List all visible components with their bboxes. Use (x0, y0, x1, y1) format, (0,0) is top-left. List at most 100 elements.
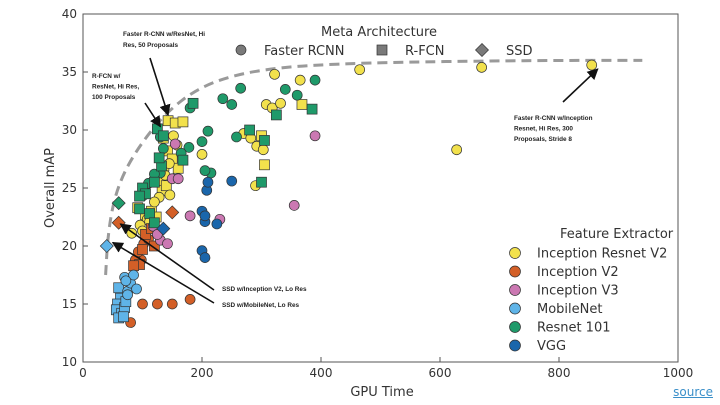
data-point-4-30 (149, 176, 160, 188)
data-point-1-2 (184, 294, 196, 305)
data-point-4-3 (279, 84, 291, 95)
data-point-3-15 (131, 283, 142, 295)
y-tick-label-4: 30 (62, 123, 77, 137)
data-point-4-5 (235, 82, 247, 94)
data-point-0-1 (476, 62, 487, 73)
data-point-4-9 (196, 136, 208, 147)
feature-legend-title: Feature Extractor (560, 227, 674, 242)
data-point-3-13 (128, 269, 139, 281)
data-point-2-6 (172, 173, 184, 185)
feature-legend-label-1: Inception V2 (537, 265, 619, 280)
meta-legend-title: Meta Architecture (321, 25, 437, 40)
x-tick-label-3: 600 (429, 366, 452, 380)
data-point-1-5 (137, 298, 148, 310)
x-tick-label-0: 0 (79, 366, 87, 380)
data-point-4-10 (231, 131, 242, 143)
feature-legend-label-5: VGG (537, 339, 566, 354)
data-point-5-2 (202, 176, 214, 188)
y-axis-label: Overall mAP (43, 148, 58, 228)
data-point-0-4 (269, 68, 280, 80)
data-point-0-16 (259, 159, 270, 171)
data-point-1-3 (166, 298, 178, 310)
annotation-3-line-0: SSD w/Inception V2, Lo Res (222, 286, 307, 293)
data-point-4-37 (177, 154, 189, 166)
annotation-4-line-0: SSD w/MobileNet, Lo Res (222, 302, 299, 309)
data-point-4-26 (187, 97, 199, 109)
annotation-1-line-1: ResNet, Hi Res, (92, 84, 139, 91)
data-point-4-1 (309, 74, 321, 86)
annotation-2: Faster R-CNN w/Inception Resnet, Hi Res, … (514, 115, 593, 143)
feature-legend-marker-0 (509, 247, 521, 259)
meta-legend-marker-1 (376, 44, 388, 56)
feature-legend-marker-1 (509, 265, 521, 278)
feature-legend-marker-5 (509, 339, 521, 352)
data-point-0-20 (177, 116, 189, 128)
data-point-3-0 (99, 239, 114, 253)
x-tick-label-2: 400 (310, 366, 333, 380)
annotation-arrow-4 (111, 241, 215, 304)
data-point-0-2 (354, 64, 366, 76)
data-point-1-4 (152, 298, 163, 310)
meta-legend-marker-2 (475, 43, 489, 57)
data-point-4-0 (111, 196, 126, 211)
data-point-3-16 (120, 275, 132, 287)
data-point-1-14 (137, 244, 148, 255)
feature-legend-label-3: MobileNet (537, 302, 602, 317)
x-tick-label-4: 800 (548, 366, 571, 380)
annotation-0-line-0: Faster R-CNN w/ResNet, Hi (123, 31, 205, 38)
y-tick-label-3: 25 (62, 181, 77, 195)
feature-legend-marker-3 (509, 302, 521, 315)
x-tick-label-1: 200 (191, 366, 214, 380)
data-point-2-4 (169, 138, 181, 150)
data-point-4-28 (157, 130, 169, 142)
data-point-4-36 (149, 217, 160, 229)
source-link[interactable]: source (673, 385, 713, 399)
annotation-2-line-0: Faster R-CNN w/Inception (514, 115, 593, 122)
data-point-5-0 (156, 221, 171, 236)
y-tick-label-1: 15 (62, 297, 77, 311)
annotation-2-line-2: Proposals, Stride 8 (514, 136, 572, 143)
feature-legend-marker-2 (509, 284, 521, 296)
data-point-4-7 (202, 125, 214, 137)
annotation-1-line-2: 100 Proposals (92, 94, 136, 101)
data-point-0-17 (296, 99, 308, 110)
data-point-4-13 (183, 142, 195, 153)
data-point-4-2 (291, 89, 303, 101)
data-point-4-38 (153, 152, 165, 164)
y-tick-label-6: 40 (62, 7, 77, 21)
x-tick-label-5: 1000 (663, 366, 694, 380)
y-tick-label-5: 35 (62, 65, 77, 79)
feature-legend-label-4: Resnet 101 (537, 321, 611, 336)
feature-legend-label-0: Inception Resnet V2 (537, 247, 667, 262)
data-point-2-1 (288, 200, 300, 211)
annotation-1-line-0: R-FCN w/ (92, 73, 121, 80)
data-point-0-0 (586, 59, 598, 71)
x-axis-label: GPU Time (350, 385, 413, 400)
frontier-curve (104, 58, 643, 276)
data-point-1-0 (111, 215, 126, 230)
annotation-3: SSD w/Inception V2, Lo Res (222, 286, 307, 293)
data-point-5-8 (211, 218, 223, 230)
data-point-1-15 (149, 240, 160, 252)
data-point-2-0 (309, 130, 321, 142)
data-point-0-5 (451, 144, 463, 156)
annotation-arrow-2 (562, 68, 599, 103)
data-point-1-16 (140, 229, 151, 240)
data-point-0-44 (164, 189, 176, 201)
data-point-3-9 (118, 311, 129, 323)
data-point-4-24 (259, 135, 270, 146)
meta-legend-label-1: R-FCN (405, 44, 444, 59)
data-point-0-8 (275, 97, 286, 109)
data-point-0-26 (160, 180, 172, 192)
annotation-4: SSD w/MobileNet, Lo Res (222, 302, 299, 309)
annotation-arrow-3 (119, 223, 215, 291)
annotation-arrow-0 (149, 57, 171, 116)
annotation-1: R-FCN w/ResNet, Hi Res, 100 Proposals (92, 73, 139, 101)
data-point-5-3 (226, 175, 238, 187)
data-point-4-12 (199, 165, 211, 176)
data-point-4-34 (134, 203, 145, 215)
annotation-0: Faster R-CNN w/ResNet, Hi Res, 50 Proposa… (123, 31, 205, 49)
data-point-2-3 (184, 210, 196, 222)
